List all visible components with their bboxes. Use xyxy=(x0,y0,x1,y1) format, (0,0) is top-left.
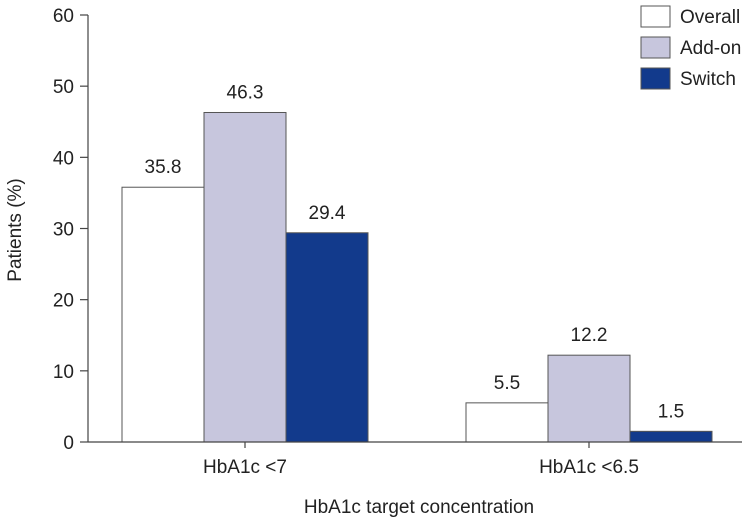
legend-label: Overall xyxy=(680,7,740,28)
x-axis-title: HbA1c target concentration xyxy=(304,497,534,518)
y-tick-label: 30 xyxy=(53,220,74,241)
y-tick-label: 0 xyxy=(63,433,74,454)
bar-switch-2 xyxy=(629,430,713,443)
y-tick-label: 20 xyxy=(53,291,74,312)
y-axis-ticks: 0 10 20 30 40 50 60 xyxy=(53,6,88,454)
data-label: 35.8 xyxy=(145,157,182,178)
y-tick-label: 40 xyxy=(53,148,74,169)
bar-add-on-2 xyxy=(547,354,631,443)
bar-overall-1 xyxy=(121,186,205,443)
bar-switch-1 xyxy=(285,232,369,443)
data-label: 1.5 xyxy=(658,401,684,422)
y-tick-label: 60 xyxy=(53,6,74,27)
data-label: 5.5 xyxy=(494,373,520,394)
x-axis-categories: HbA1c <7 HbA1c <6.5 xyxy=(203,442,639,478)
data-label: 12.2 xyxy=(571,325,608,346)
x-category-label: HbA1c <6.5 xyxy=(539,457,639,478)
plot-area: 35.8 46.3 29.4 5.5 12.2 1.5 xyxy=(121,82,713,443)
bar-add-on-1 xyxy=(203,111,287,443)
legend-label: Switch xyxy=(680,69,736,90)
legend-swatch xyxy=(640,67,671,90)
legend: Overall Add-on Switch xyxy=(640,5,741,90)
legend-label: Add-on xyxy=(680,38,741,59)
bar-overall-2 xyxy=(465,402,549,443)
x-category-label: HbA1c <7 xyxy=(203,457,287,478)
legend-swatch xyxy=(640,36,671,59)
y-tick-label: 50 xyxy=(53,77,74,98)
legend-swatch xyxy=(640,5,671,28)
data-label: 29.4 xyxy=(309,203,346,224)
data-label: 46.3 xyxy=(227,82,264,103)
y-axis-title: Patients (%) xyxy=(5,178,26,281)
y-tick-label: 10 xyxy=(53,362,74,383)
